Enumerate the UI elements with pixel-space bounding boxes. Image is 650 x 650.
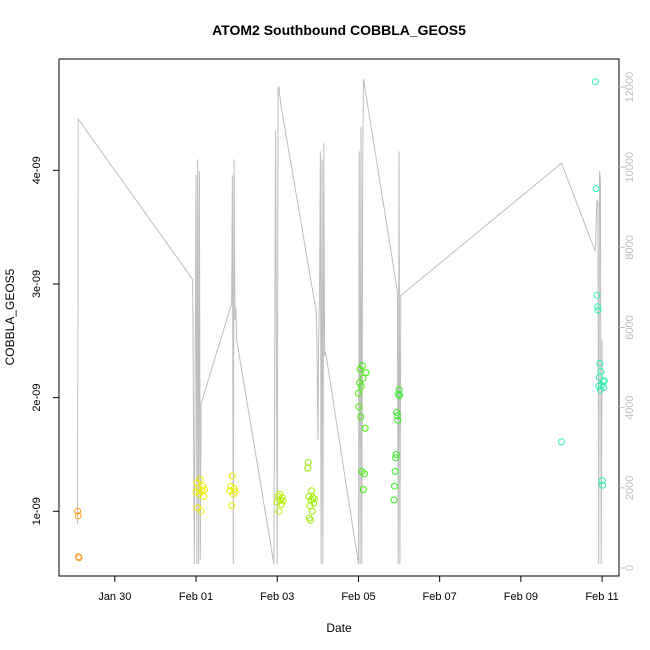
x-axis: Jan 30 Feb 01 Feb 03 Feb 05 Feb 07 Feb 09 Feb …	[98, 576, 619, 603]
y2-tick-label: 12000	[624, 72, 636, 103]
series-line-path	[77, 78, 603, 565]
y-tick-label: 4e-09	[31, 156, 43, 184]
data-point	[390, 496, 398, 504]
data-point	[75, 554, 83, 562]
data-point	[396, 391, 404, 399]
y2-tick-label: 0	[624, 565, 636, 571]
data-point	[357, 413, 365, 421]
data-point	[558, 438, 565, 446]
data-point	[598, 477, 606, 485]
data-point	[279, 497, 287, 505]
data-point	[275, 507, 283, 515]
data-point	[196, 475, 204, 483]
x-tick-label: Feb 01	[179, 591, 213, 603]
y-tick-label: 3e-09	[31, 270, 43, 298]
data-point	[600, 377, 608, 385]
data-point	[597, 368, 605, 375]
data-point	[228, 472, 236, 480]
data-point	[307, 516, 314, 524]
data-point	[394, 416, 402, 424]
data-point	[310, 499, 318, 507]
data-point	[199, 482, 207, 490]
data-point	[311, 495, 318, 503]
data-point	[74, 512, 82, 520]
data-point	[228, 502, 236, 510]
series-points	[74, 78, 608, 562]
y-axis-label: COBBLA_GEOS5	[3, 268, 17, 365]
plot-frame	[58, 58, 620, 577]
data-point	[278, 500, 285, 508]
data-point	[304, 464, 312, 472]
data-point	[392, 454, 400, 462]
data-point	[358, 362, 366, 370]
data-point	[360, 486, 367, 494]
data-point	[594, 303, 602, 311]
y2-tick-label: 2000	[624, 476, 636, 500]
x-tick-label: Jan 30	[98, 591, 131, 603]
data-point	[395, 390, 402, 398]
y2-tick-label: 6000	[624, 315, 636, 339]
data-point	[593, 291, 601, 299]
x-tick-label: Feb 03	[260, 591, 294, 603]
series-line	[77, 78, 603, 565]
data-point	[355, 403, 363, 411]
y-axis: 1e-09 2e-09 3e-09 4e-09	[31, 156, 59, 525]
data-point	[230, 485, 238, 492]
y-tick-label: 1e-09	[31, 497, 43, 525]
data-point	[391, 482, 398, 490]
data-point	[360, 470, 368, 478]
data-point	[359, 374, 367, 382]
data-point	[592, 185, 600, 192]
data-point	[393, 408, 401, 416]
x-axis-label: Date	[326, 621, 352, 635]
y2-tick-label: 10000	[624, 152, 636, 183]
data-point	[74, 507, 82, 515]
data-point	[355, 389, 362, 397]
data-point	[200, 493, 208, 500]
x-tick-label: Feb 11	[585, 591, 618, 603]
y2-tick-label: 4000	[624, 395, 636, 419]
y-tick-label: 2e-09	[31, 384, 43, 412]
y2-tick-label: 8000	[624, 235, 636, 259]
data-point	[361, 424, 369, 432]
data-point	[393, 412, 401, 420]
data-point	[594, 306, 602, 314]
data-point	[391, 468, 399, 475]
data-point	[356, 379, 364, 387]
data-point	[304, 458, 312, 466]
data-point	[308, 487, 316, 495]
x-tick-label: Feb 07	[423, 591, 457, 603]
data-point	[201, 486, 208, 494]
data-point	[357, 382, 365, 390]
data-point	[600, 383, 608, 391]
data-point	[392, 450, 400, 458]
x-tick-label: Feb 05	[341, 591, 375, 603]
data-point	[596, 360, 604, 367]
data-point	[591, 78, 599, 86]
x-tick-label: Feb 09	[504, 591, 538, 603]
data-point	[231, 488, 239, 496]
data-point	[278, 494, 286, 502]
data-point	[599, 481, 607, 489]
data-point	[197, 507, 205, 515]
y2-axis: 0 2000 4000 6000 8000 10000 12000	[619, 72, 636, 571]
data-point	[362, 369, 370, 377]
chart-title: ATOM2 Southbound COBBLA_GEOS5	[212, 22, 466, 38]
data-point	[308, 507, 316, 515]
